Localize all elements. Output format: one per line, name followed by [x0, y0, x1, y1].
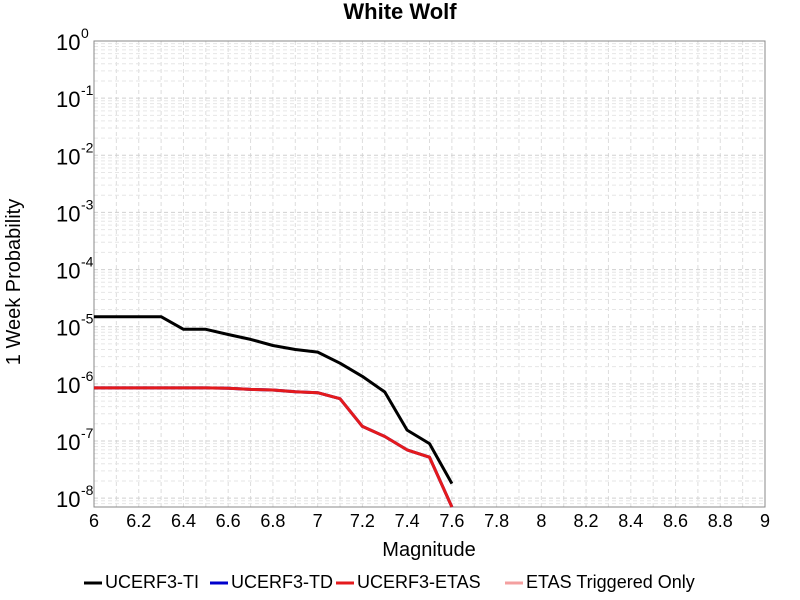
series-line-ucerf3-etas	[94, 386, 454, 508]
y-tick-base: 10	[56, 373, 80, 398]
y-tick: 10 -2	[56, 139, 94, 169]
x-tick-label: 7.4	[395, 511, 420, 531]
x-tick-label: 6.8	[260, 511, 285, 531]
x-tick-label: 6	[89, 511, 99, 531]
y-tick-base: 10	[56, 144, 80, 169]
y-tick-exponent: 0	[81, 25, 89, 41]
y-tick-base: 10	[56, 87, 80, 112]
y-tick-exponent: -6	[81, 368, 94, 384]
y-axis-label: 1 Week Probability	[3, 199, 25, 365]
legend-item-ucerf3-ti: UCERF3-TI	[84, 572, 199, 592]
legend: UCERF3-TI UCERF3-TD UCERF3-ETAS ETAS Trigge…	[84, 572, 695, 592]
legend-item-etas-triggered-only: ETAS Triggered Only	[505, 572, 695, 592]
y-tick-base: 10	[56, 30, 80, 55]
legend-label: UCERF3-TI	[105, 572, 199, 592]
y-tick: 10 -3	[56, 196, 94, 226]
y-tick-exponent: -2	[81, 139, 94, 155]
x-tick-label: 8	[536, 511, 546, 531]
y-tick-exponent: -7	[81, 425, 94, 441]
y-tick: 10 -6	[56, 368, 94, 398]
x-tick-label: 6.2	[126, 511, 151, 531]
x-tick-label: 8.8	[708, 511, 733, 531]
y-tick-base: 10	[56, 316, 80, 341]
y-tick: 10 -5	[56, 311, 94, 341]
x-tick-label: 6.6	[216, 511, 241, 531]
y-tick-exponent: -1	[81, 82, 94, 98]
legend-item-ucerf3-td: UCERF3-TD	[210, 572, 333, 592]
series-layer	[94, 315, 454, 508]
y-tick-exponent: -8	[81, 482, 94, 498]
y-tick-base: 10	[56, 259, 80, 284]
legend-label: UCERF3-TD	[231, 572, 333, 592]
y-tick-exponent: -5	[81, 311, 94, 327]
y-tick: 10 -7	[56, 425, 94, 455]
x-tick-label: 8.6	[663, 511, 688, 531]
x-axis-label: Magnitude	[382, 539, 475, 561]
x-tick-label: 7.6	[439, 511, 464, 531]
legend-item-ucerf3-etas: UCERF3-ETAS	[336, 572, 481, 592]
x-tick-label: 7.8	[484, 511, 509, 531]
chart-title: White Wolf	[343, 0, 457, 24]
y-tick: 10 0	[56, 25, 89, 55]
y-tick-base: 10	[56, 430, 80, 455]
x-tick-label: 7	[313, 511, 323, 531]
series-line-ucerf3-ti	[94, 315, 454, 485]
y-tick-exponent: -3	[81, 196, 94, 212]
x-tick-label: 8.4	[618, 511, 643, 531]
y-tick-base: 10	[56, 487, 80, 512]
plot-frame	[93, 40, 766, 508]
legend-label: UCERF3-ETAS	[357, 572, 481, 592]
x-tick-label: 9	[760, 511, 770, 531]
y-tick: 10 -8	[56, 482, 94, 512]
x-ticks: 6 6.2 6.4 6.6 6.8 7 7.2 7.4 7.6 7.8 8 8.2 8.4 8.6 8.8 9	[89, 511, 770, 531]
y-tick-base: 10	[56, 201, 80, 226]
x-tick-label: 6.4	[171, 511, 196, 531]
x-tick-label: 8.2	[574, 511, 599, 531]
y-tick: 10 -4	[56, 254, 94, 284]
legend-label: ETAS Triggered Only	[526, 572, 695, 592]
grid	[93, 40, 766, 508]
x-tick-label: 7.2	[350, 511, 375, 531]
y-tick: 10 -1	[56, 82, 94, 112]
y-tick-exponent: -4	[81, 254, 94, 270]
